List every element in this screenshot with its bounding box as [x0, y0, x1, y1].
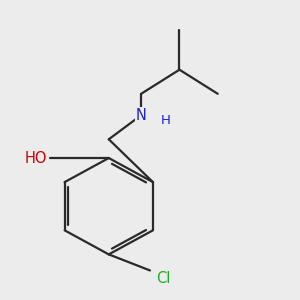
Text: N: N	[136, 108, 147, 123]
Text: H: H	[160, 114, 170, 127]
Text: HO: HO	[24, 151, 47, 166]
Text: Cl: Cl	[156, 271, 170, 286]
